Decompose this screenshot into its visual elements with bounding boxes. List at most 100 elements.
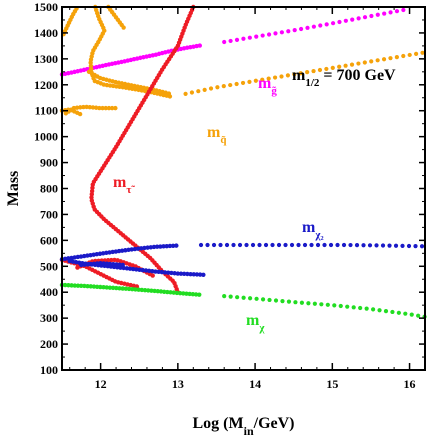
chi2-point: [263, 242, 269, 248]
squark-point: [106, 105, 112, 111]
chi2-point: [135, 246, 141, 251]
x-axis-title-sub: in: [244, 424, 254, 436]
gluino-point: [234, 37, 240, 42]
squark-point: [311, 68, 316, 74]
y-tick-label: 1400: [34, 26, 58, 40]
squark-point: [74, 105, 80, 110]
squark-point: [100, 105, 105, 111]
chi-point: [114, 285, 119, 291]
squark-point: [240, 80, 246, 86]
chi-point: [69, 283, 74, 288]
chi2-point: [153, 269, 158, 274]
chi2-point: [154, 244, 160, 249]
chi2-point: [172, 271, 177, 276]
chi-point: [181, 291, 186, 296]
squark-point: [109, 105, 115, 111]
squark-point: [401, 53, 406, 59]
squark-point: [279, 74, 284, 79]
chi-point: [416, 313, 421, 318]
y-tick-label: 1200: [34, 78, 58, 92]
chi-point: [267, 297, 272, 303]
chi2-point: [283, 242, 288, 248]
chi2-point: [145, 245, 150, 250]
chi2-point: [91, 261, 97, 266]
squark-point: [375, 58, 380, 63]
chi-point: [75, 283, 81, 288]
chi-point: [187, 291, 192, 297]
gluino-point: [311, 24, 316, 29]
chi-point: [174, 290, 180, 296]
chi2-point: [191, 272, 196, 277]
squark-label-sub: q̃: [220, 134, 227, 146]
chi2-point: [380, 243, 386, 248]
gluino-point: [222, 39, 227, 45]
chi2-point: [175, 271, 180, 276]
squark-point: [292, 72, 297, 77]
squark-point: [103, 105, 108, 111]
gluino-point: [401, 7, 406, 13]
y-tick-label: 1500: [34, 0, 58, 14]
chi2-point: [158, 244, 163, 249]
gluino-point: [318, 23, 323, 28]
chi2-point: [374, 243, 379, 248]
chi2-point: [198, 242, 204, 248]
chi2-point: [131, 266, 136, 272]
squark-point: [298, 71, 303, 76]
squark-point: [113, 105, 118, 111]
x-axis-ticks: 12 13 14 15 16: [69, 7, 426, 391]
squark-point: [208, 86, 214, 91]
squark-point: [285, 73, 291, 78]
gluino-point: [260, 33, 265, 38]
chi2-point: [224, 242, 230, 248]
chi2-point: [117, 262, 122, 267]
gluino-point: [247, 35, 252, 40]
chi-point: [98, 284, 103, 290]
chi2-point: [174, 243, 179, 248]
chi-point: [136, 287, 141, 292]
chi2-point: [341, 242, 347, 248]
squark-point: [78, 105, 83, 110]
chi-point: [139, 287, 145, 293]
chi-point: [146, 288, 151, 293]
chi-point: [332, 303, 337, 308]
stau-point: [90, 185, 95, 191]
chi-point: [94, 284, 100, 289]
gluino-point: [369, 13, 374, 19]
gluino-point: [292, 28, 297, 33]
x-tick-label: 14: [249, 377, 261, 391]
chi-point: [72, 283, 77, 288]
chi-label-sub: χ: [258, 322, 265, 334]
chi2-point: [211, 242, 217, 248]
chi2-point: [143, 268, 149, 273]
chi2-point: [413, 244, 418, 249]
chi-point: [142, 287, 148, 293]
squark-point: [77, 111, 83, 117]
chi-point: [235, 295, 240, 300]
chi2-point: [178, 271, 184, 276]
chi2-point: [419, 244, 425, 249]
chi-point: [152, 288, 157, 294]
stau-point: [105, 258, 111, 263]
squark-point: [88, 60, 93, 65]
series-label-squark: mq̃: [207, 124, 227, 146]
chi2-point: [237, 242, 243, 248]
squark-label-base: m: [207, 124, 221, 141]
chi-point: [85, 283, 90, 289]
squark-point: [221, 84, 226, 89]
m-half-annotation: m1/2 = 700 GeV: [292, 67, 396, 89]
chi2-point: [302, 242, 308, 248]
chi2-point: [296, 242, 301, 248]
x-axis-title: Log (Min/GeV): [193, 415, 295, 436]
chi2-point: [170, 243, 176, 249]
squark-point: [202, 87, 207, 92]
chi-point: [168, 290, 173, 295]
y-tick-label: 500: [40, 259, 58, 273]
chi2-point: [315, 242, 321, 248]
squark-point: [330, 65, 335, 70]
x-tick-label: 12: [95, 377, 107, 391]
chi2-point: [79, 262, 84, 268]
chi-point: [101, 285, 106, 290]
chi2-label-sub: χ₂: [314, 229, 324, 241]
gluino-point: [330, 21, 336, 26]
chi-point: [345, 304, 350, 309]
